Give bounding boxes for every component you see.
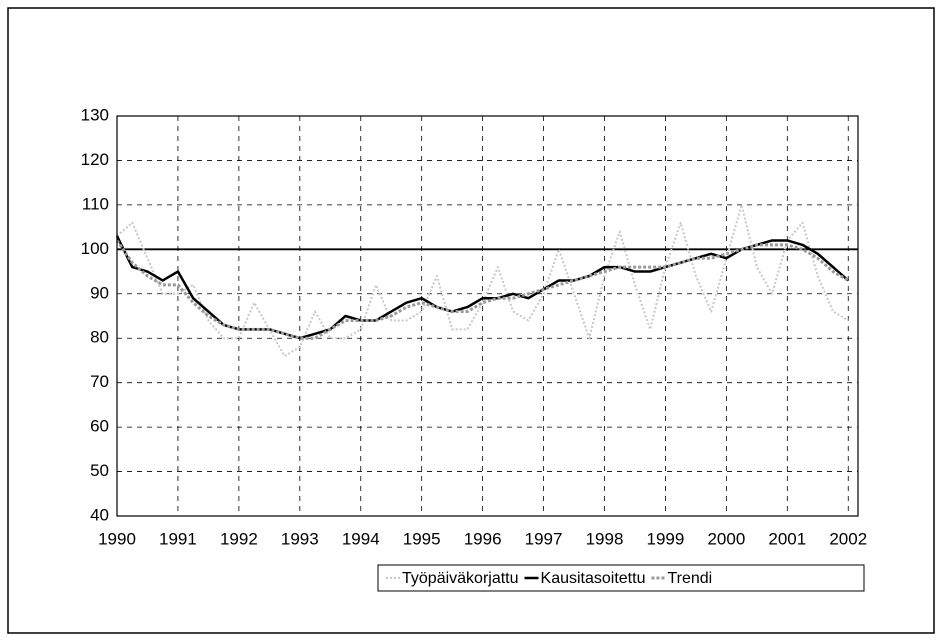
- x-tick-label: 1998: [586, 529, 624, 548]
- x-tick-label: 2001: [768, 529, 806, 548]
- y-tick-label: 60: [90, 417, 109, 436]
- legend-label: Kausitasoitettu: [541, 570, 646, 587]
- x-tick-label: 1990: [98, 529, 136, 548]
- y-tick-label: 80: [90, 328, 109, 347]
- y-tick-label: 50: [90, 461, 109, 480]
- x-tick-label: 1992: [220, 529, 258, 548]
- x-tick-label: 1999: [647, 529, 685, 548]
- legend-box: [377, 564, 865, 592]
- plot-border: [116, 115, 859, 517]
- x-tick-label: 2000: [707, 529, 745, 548]
- legend-label: Trendi: [667, 570, 712, 587]
- x-tick-label: 1994: [342, 529, 380, 548]
- x-tick-label: 1996: [464, 529, 502, 548]
- x-tick-label: 1993: [281, 529, 319, 548]
- y-tick-label: 120: [81, 150, 109, 169]
- x-tick-label: 1995: [403, 529, 441, 548]
- legend: Työpäiväkorjattu Kausitasoitettu Trendi: [377, 564, 865, 592]
- legend-label: Työpäiväkorjattu: [402, 570, 519, 587]
- y-tick-label: 110: [82, 194, 109, 213]
- y-tick-label: 40: [90, 505, 109, 524]
- x-tick-label: 1991: [159, 529, 197, 548]
- y-tick-label: 130: [81, 105, 109, 124]
- y-tick-label: 90: [90, 283, 109, 302]
- x-tick-label: 2002: [829, 529, 867, 548]
- x-tick-label: 1997: [525, 529, 563, 548]
- series-line: [115, 239, 850, 340]
- y-tick-label: 70: [90, 372, 109, 391]
- plot-area: [117, 116, 858, 516]
- y-tick-label: 100: [81, 239, 109, 258]
